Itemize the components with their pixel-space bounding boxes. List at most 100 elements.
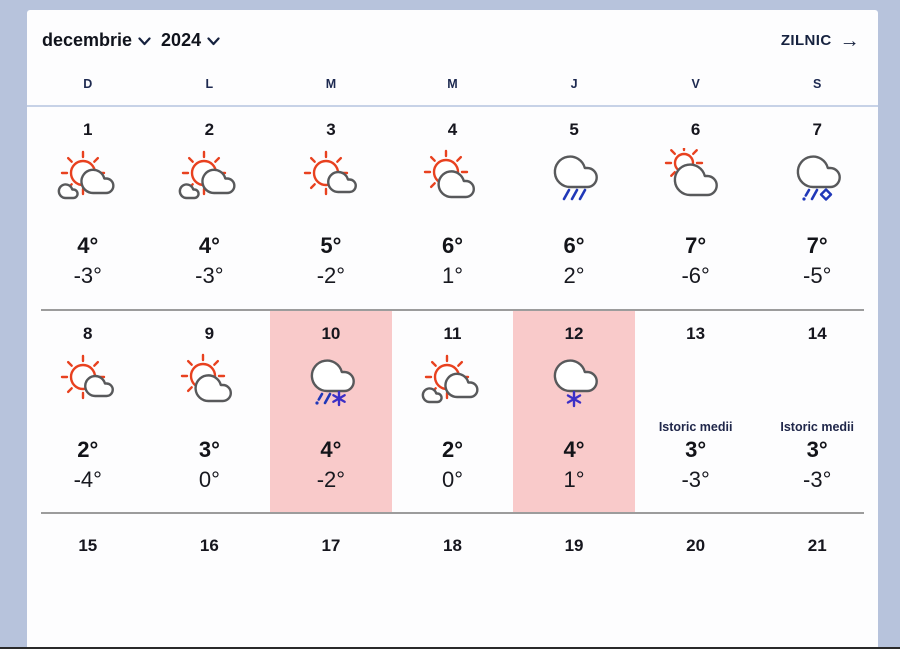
weather-icon-slot (177, 144, 241, 210)
day-cell-21[interactable]: 21 (756, 514, 878, 560)
day-number: 14 (807, 323, 827, 343)
sun-cloud-icon (424, 149, 476, 199)
cloud-rain-snow-icon (310, 359, 355, 406)
low-temperature: 1° (441, 263, 464, 289)
low-temperature: -3° (195, 263, 224, 289)
calendar-weeks: 1 4° -3° 2 4° -3° 3 5° -2° 4 6° 1° 5 6° 2° 6 7° -6° 7 7° -5°… (27, 107, 878, 560)
day-cell-5[interactable]: 5 6° 2° (513, 107, 635, 309)
month-label: decembrie (42, 30, 133, 50)
weather-icon-slot (56, 144, 120, 210)
day-number: 1 (83, 120, 93, 139)
historic-average-label: Istoric medii (658, 419, 733, 434)
low-temperature: 0° (441, 466, 464, 492)
cloud-snow-icon (553, 359, 598, 407)
weekday-header: M (447, 77, 458, 91)
day-number: 15 (78, 536, 98, 556)
day-number: 13 (686, 323, 706, 343)
high-temperature: 4° (198, 233, 220, 258)
high-temperature: 2° (77, 436, 99, 462)
weather-icon-slot (420, 144, 484, 210)
day-number: 8 (83, 323, 93, 343)
high-temperature: 6° (441, 233, 464, 258)
weather-icon-slot (299, 144, 363, 210)
low-temperature: 0° (198, 466, 220, 492)
sun-clouds-icon (57, 150, 115, 200)
daily-forecast-link[interactable]: ZILNIC → (781, 31, 860, 51)
bottom-border (0, 647, 900, 649)
day-number: 20 (686, 536, 706, 556)
day-cell-3[interactable]: 3 5° -2° (270, 107, 392, 309)
weekday-header: J (570, 77, 578, 91)
day-cell-2[interactable]: 2 4° -3° (149, 107, 271, 309)
day-cell-6[interactable]: 6 7° -6° (635, 107, 757, 309)
sun-cloud-icon (181, 353, 233, 402)
day-number: 2 (204, 120, 215, 139)
week-row: 15 16 17 18 19 20 21 (27, 514, 878, 560)
historic-average-label: Istoric medii (780, 419, 855, 434)
day-number: 16 (199, 536, 219, 556)
day-number: 10 (321, 323, 341, 343)
high-temperature: 4° (563, 436, 585, 462)
weather-icon-slot (56, 348, 120, 414)
high-temperature: 3° (806, 436, 828, 462)
weather-icon-slot (420, 348, 484, 414)
arrow-right-icon: → (839, 29, 860, 52)
day-number: 12 (564, 323, 584, 343)
day-cell-16[interactable]: 16 (149, 514, 271, 560)
year-selector[interactable]: 2024 (161, 30, 220, 51)
day-cell-9[interactable]: 9 3° 0° (149, 311, 271, 513)
high-temperature: 7° (806, 233, 828, 258)
week-divider (41, 308, 864, 311)
day-cell-10[interactable]: 10 4° -2° (270, 310, 392, 513)
week-divider (41, 512, 864, 515)
day-number: 4 (447, 120, 458, 139)
high-temperature: 7° (685, 233, 707, 258)
year-label: 2024 (161, 30, 202, 50)
month-selector[interactable]: decembrie (42, 30, 151, 51)
day-cell-1[interactable]: 1 4° -3° (27, 107, 149, 309)
day-cell-19[interactable]: 19 (513, 514, 635, 560)
weather-icon-slot (785, 144, 849, 210)
low-temperature: -3° (681, 466, 710, 492)
day-number: 7 (812, 120, 822, 139)
day-cell-8[interactable]: 8 2° -4° (27, 311, 149, 513)
day-cell-4[interactable]: 4 6° 1° (392, 107, 514, 309)
calendar-header: decembrie 2024 ZILNIC → (27, 10, 878, 51)
low-temperature: -2° (316, 466, 346, 492)
high-temperature: 3° (198, 436, 220, 462)
day-number: 19 (564, 536, 584, 556)
day-cell-7[interactable]: 7 7° -5° (756, 107, 878, 309)
weather-icon-slot (542, 348, 606, 414)
day-cell-12[interactable]: 12 4° 1° (513, 310, 635, 513)
sun-clouds-icon (179, 150, 236, 200)
day-cell-13[interactable]: 13 Istoric medii 3° -3° (635, 311, 757, 513)
low-temperature: -5° (803, 263, 832, 289)
day-number: 11 (443, 323, 462, 343)
weekday-header: S (813, 77, 822, 91)
low-temperature: -6° (681, 263, 710, 289)
sun-small-cloud-icon (303, 150, 357, 196)
day-cell-20[interactable]: 20 (635, 514, 757, 560)
high-temperature: 4° (77, 233, 99, 258)
day-cell-11[interactable]: 11 2° 0° (392, 311, 514, 513)
low-temperature: -4° (73, 466, 102, 492)
weekday-header: V (691, 77, 700, 91)
day-cell-18[interactable]: 18 (392, 514, 514, 560)
cloud-rain-icon (553, 155, 598, 201)
day-number: 6 (690, 120, 701, 139)
day-cell-17[interactable]: 17 (270, 514, 392, 560)
low-temperature: -3° (73, 263, 102, 289)
low-temperature: -3° (803, 466, 832, 492)
month-year-selectors: decembrie 2024 (42, 30, 220, 51)
high-temperature: 5° (320, 233, 342, 258)
weather-icon-slot (299, 348, 363, 414)
week-row: 1 4° -3° 2 4° -3° 3 5° -2° 4 6° 1° 5 6° 2° 6 7° -6° 7 7° -5° (27, 107, 878, 309)
day-number: 9 (204, 323, 215, 343)
high-temperature: 3° (685, 436, 707, 462)
day-number: 18 (443, 536, 462, 556)
sun-clouds-icon (422, 354, 479, 403)
low-temperature: 2° (563, 263, 585, 289)
day-cell-15[interactable]: 15 (27, 514, 149, 560)
day-cell-14[interactable]: 14 Istoric medii 3° -3° (756, 311, 878, 513)
